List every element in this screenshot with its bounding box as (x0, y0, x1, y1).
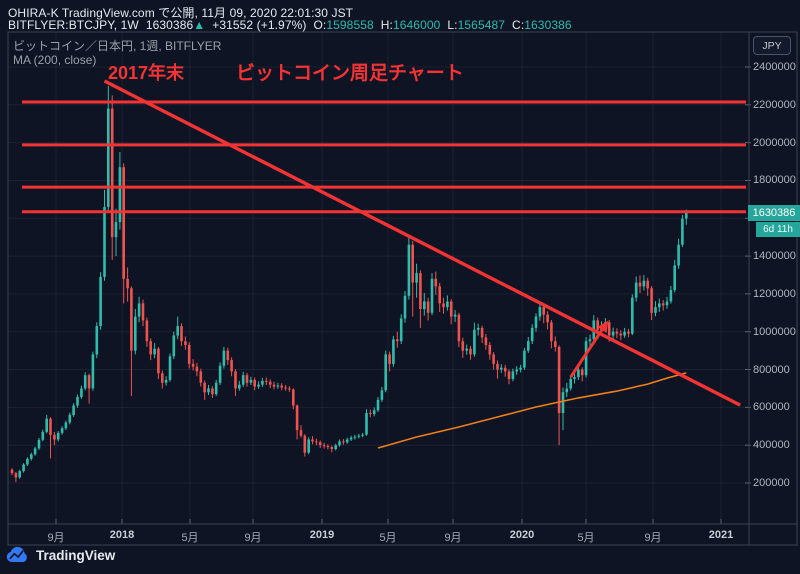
close-value: 1630386 (524, 18, 572, 32)
chart-legend-symbol[interactable]: ビットコイン／日本円, 1週, BITFLYER (13, 39, 222, 53)
current-price-label: 1630386 (748, 205, 800, 221)
up-arrow-icon: ▲ (193, 18, 206, 32)
price-axis-label: 400000 (753, 439, 790, 451)
time-axis-label: 5月 (379, 532, 397, 544)
time-axis-label: 9月 (47, 532, 65, 544)
time-axis-label: 2020 (509, 529, 535, 541)
annotation-chart-title: ビットコイン周足チャート (236, 63, 464, 84)
annotation-2017-peak: 2017年末 (108, 63, 185, 83)
price-axis-label: 2000000 (753, 137, 796, 149)
high-value: 1646000 (392, 18, 441, 32)
price-axis-label: 1200000 (753, 288, 796, 300)
price-axis-label: 600000 (753, 401, 790, 413)
symbol-name: BITFLYER:BTCJPY, 1W (8, 18, 139, 32)
tradingview-wordmark: TradingView (36, 547, 116, 563)
price-axis-label: 1800000 (753, 174, 796, 186)
bar-countdown-label: 6d 11h (756, 222, 800, 237)
time-axis-label: 2018 (109, 529, 135, 541)
price-change: +31552 (+1.97%) (212, 18, 307, 32)
open-label: O: (313, 18, 327, 32)
price-axis-label: 1400000 (753, 250, 796, 262)
tradingview-branding[interactable]: TradingView (6, 546, 115, 564)
time-axis-label: 5月 (181, 532, 199, 544)
time-axis-label: 5月 (577, 532, 595, 544)
close-label: C: (512, 18, 525, 32)
time-axis-label: 9月 (244, 532, 262, 544)
price-axis-label: 1000000 (753, 326, 796, 338)
currency-toggle-button[interactable]: JPY (753, 36, 791, 55)
time-axis-label: 9月 (644, 532, 662, 544)
publish-info: OHIRA-K TradingView.com で公開, 11月 09, 202… (8, 6, 354, 20)
open-value: 1598558 (326, 18, 374, 32)
high-label: H: (380, 18, 393, 32)
time-axis-label: 9月 (444, 532, 462, 544)
price-axis-label: 2400000 (753, 61, 796, 73)
time-axis-label: 2021 (708, 529, 734, 541)
low-value: 1565487 (457, 18, 506, 32)
last-price: 1630386 (145, 18, 194, 32)
symbol-ohlc-bar: BITFLYER:BTCJPY, 1W 1630386▲ +31552 (+1.97… (8, 18, 572, 32)
price-axis-label: 200000 (753, 477, 790, 489)
time-axis-label: 2019 (309, 529, 335, 541)
chart-legend-ma-indicator[interactable]: MA (200, close) (13, 53, 97, 67)
low-label: L: (447, 18, 458, 32)
price-axis-label: 2200000 (753, 99, 796, 111)
price-axis-label: 800000 (753, 364, 790, 376)
tradingview-logo-icon (6, 546, 27, 563)
